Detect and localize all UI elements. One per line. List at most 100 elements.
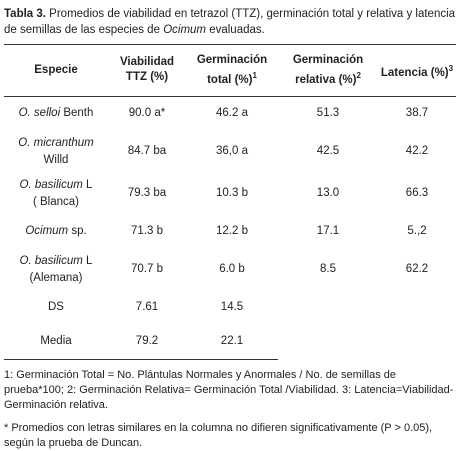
- table: Especie Viabilidad TTZ (%) Germinación tot…: [4, 44, 456, 360]
- species-plain: L: [86, 178, 93, 191]
- table-cell: 17.1: [278, 215, 378, 249]
- cell-text: 7.61: [135, 301, 159, 314]
- cell-text: 71.3 b: [131, 225, 163, 238]
- table-cell: 51.3: [278, 96, 378, 131]
- table-row: O. basilicum L (Alemana) 70.7 b 6.0 b 8.5 62.…: [4, 249, 456, 291]
- cell-text: 79.3 ba: [127, 187, 167, 200]
- cell-text: 84.7 ba: [127, 145, 167, 158]
- species-italic: O. micranthum: [18, 136, 94, 149]
- species-note: ( Blanca): [32, 195, 80, 208]
- table-cell: 38.7: [378, 96, 456, 131]
- header-cell: Germinación relativa (%)2: [278, 44, 378, 97]
- header-sup: 3: [448, 63, 454, 73]
- footnote: * Promedios con letras similares en la c…: [4, 421, 433, 449]
- cell-text: 90.0 a*: [128, 107, 166, 120]
- table-row: O. selloi Benth 90.0 a* 46.2 a 51.3 38.7: [4, 96, 456, 131]
- species-italic: O. basilicum: [19, 178, 83, 191]
- table-cell: 12.2 b: [186, 215, 278, 249]
- header-text: Germinación relativa (%): [292, 54, 364, 86]
- table-cell: O. basilicum L (Alemana): [4, 249, 108, 291]
- cell-text: 42.5: [316, 145, 340, 158]
- cell-text: 17.1: [316, 225, 340, 238]
- table-row: DS 7.61 14.5: [4, 291, 456, 325]
- cell-text: 51.3: [316, 107, 340, 120]
- header-text: Latencia (%): [380, 66, 449, 79]
- table-row: Ocimum sp. 71.3 b 12.2 b 17.1 5.,2: [4, 215, 456, 249]
- species-italic: O. selloi: [18, 107, 61, 120]
- table-cell: Media: [4, 324, 108, 360]
- title-text: Promedios de viabilidad en tetrazol (TTZ…: [4, 8, 456, 36]
- table-cell: Ocimum sp.: [4, 215, 108, 249]
- header-cell: Germinación total (%)1: [186, 44, 278, 97]
- table-cell: DS: [4, 291, 108, 325]
- table-cell: 13.0: [278, 173, 378, 215]
- species-note: Willd: [43, 153, 69, 166]
- header-text: Especie: [34, 63, 78, 76]
- footnotes: 1: Germinación Total = No. Plántulas Nor…: [4, 368, 456, 451]
- table-cell: O. selloi Benth: [4, 96, 108, 131]
- cell-text: 12.2 b: [216, 225, 248, 238]
- title: Tabla 3. Promedios de viabilidad en tetr…: [4, 6, 456, 38]
- title-end: evaluadas.: [209, 24, 265, 36]
- cell-text: 8.5: [320, 263, 336, 276]
- table-cell: 10.3 b: [186, 173, 278, 215]
- cell-text: 38.7: [405, 107, 429, 120]
- table-cell: 5.,2: [378, 215, 456, 249]
- table-cell: O. micranthum Willd: [4, 131, 108, 173]
- table-cell: O. basilicum L ( Blanca): [4, 173, 108, 215]
- table-cell: 90.0 a*: [108, 96, 186, 131]
- cell-text: 42.2: [405, 145, 429, 158]
- species-italic: O. basilicum: [19, 254, 83, 267]
- header-cell: Viabilidad TTZ (%): [108, 44, 186, 97]
- table-cell: 66.3: [378, 173, 456, 215]
- table-cell: 14.5: [186, 291, 278, 325]
- species-plain: Benth: [63, 107, 94, 120]
- cell-text: 62.2: [405, 263, 429, 276]
- footnote: 1: Germinación Total = No. Plántulas Nor…: [4, 368, 454, 411]
- table-cell: 22.1: [186, 324, 278, 360]
- header-text: Viabilidad TTZ (%): [119, 56, 175, 84]
- table-cell: 6.0 b: [186, 249, 278, 291]
- table-cell: 62.2: [378, 249, 456, 291]
- table-cell: 84.7 ba: [108, 131, 186, 173]
- header-sup: 1: [252, 71, 257, 80]
- cell-text: 36,0 a: [216, 145, 248, 158]
- cell-text: 70.7 b: [131, 263, 163, 276]
- table-cell: 71.3 b: [108, 215, 186, 249]
- table-body: O. selloi Benth 90.0 a* 46.2 a 51.3 38.7 O. m…: [4, 96, 456, 360]
- table-cell: 79.2: [108, 324, 186, 360]
- table-row: O. micranthum Willd 84.7 ba 36,0 a 42.5 42.2: [4, 131, 456, 173]
- table-cell: 8.5: [278, 249, 378, 291]
- header-sup: 2: [356, 71, 361, 80]
- table-row: Media 79.2 22.1: [4, 324, 456, 360]
- cell-text: 79.2: [135, 335, 159, 348]
- header-row: Especie Viabilidad TTZ (%) Germinación tot…: [4, 44, 456, 97]
- cell-text: 10.3 b: [216, 187, 248, 200]
- table-cell: 79.3 ba: [108, 173, 186, 215]
- header-cell: Latencia (%)3: [378, 44, 456, 97]
- table-cell: 46.2 a: [186, 96, 278, 131]
- cell-text: 5.,2: [407, 225, 427, 238]
- cell-text: 14.5: [220, 301, 244, 314]
- header-cell: Especie: [4, 44, 108, 97]
- page: Tabla 3. Promedios de viabilidad en tetr…: [4, 6, 456, 449]
- table-row: O. basilicum L ( Blanca) 79.3 ba 10.3 b 13.0…: [4, 173, 456, 215]
- cell-text: 66.3: [405, 187, 429, 200]
- table-cell: 7.61: [108, 291, 186, 325]
- cell-text: Media: [40, 335, 72, 348]
- cell-text: DS: [48, 301, 64, 314]
- table-cell: 42.5: [278, 131, 378, 173]
- species-plain: sp.: [71, 225, 87, 238]
- header-text: Germinación total (%): [196, 54, 268, 86]
- table-cell: 70.7 b: [108, 249, 186, 291]
- cell-text: 22.1: [220, 335, 244, 348]
- cell-text: 13.0: [316, 187, 340, 200]
- table-cell: 36,0 a: [186, 131, 278, 173]
- cell-text: 6.0 b: [219, 263, 245, 276]
- title-italic: Ocimum: [163, 24, 206, 36]
- species-italic: Ocimum: [25, 225, 69, 238]
- species-note: (Alemana): [29, 271, 83, 284]
- title-label: Tabla 3.: [4, 8, 46, 20]
- table-cell: 42.2: [378, 131, 456, 173]
- cell-text: 46.2 a: [216, 107, 248, 120]
